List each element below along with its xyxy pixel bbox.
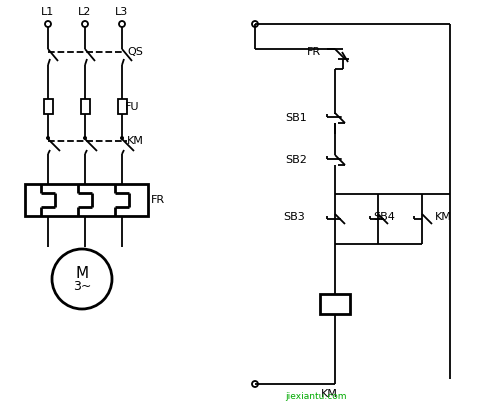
Text: KM: KM	[321, 389, 338, 399]
Bar	[118, 99, 127, 114]
Text: L2: L2	[78, 7, 92, 17]
Text: SB1: SB1	[285, 113, 307, 123]
Bar	[44, 99, 53, 114]
Circle shape	[119, 21, 125, 27]
Text: SB4: SB4	[373, 212, 395, 222]
Text: FR: FR	[151, 195, 165, 205]
Bar	[320, 294, 350, 314]
Text: KM: KM	[435, 212, 452, 222]
Text: M: M	[76, 265, 88, 281]
Text: KM: KM	[127, 136, 144, 146]
Text: SB2: SB2	[285, 155, 307, 165]
Circle shape	[252, 381, 258, 387]
Text: L1: L1	[42, 7, 54, 17]
Text: SB3: SB3	[283, 212, 305, 222]
Bar	[25, 184, 148, 216]
Circle shape	[46, 136, 50, 140]
Text: FR: FR	[307, 47, 321, 57]
Circle shape	[120, 136, 124, 140]
Text: QS: QS	[127, 47, 143, 57]
Circle shape	[82, 21, 88, 27]
Circle shape	[52, 249, 112, 309]
Text: 3~: 3~	[73, 281, 91, 294]
Circle shape	[45, 21, 51, 27]
Circle shape	[83, 136, 87, 140]
Text: jiexiantu.com: jiexiantu.com	[285, 392, 347, 401]
Bar	[81, 99, 90, 114]
Text: FU: FU	[125, 101, 140, 112]
Text: L3: L3	[115, 7, 129, 17]
Circle shape	[252, 21, 258, 27]
